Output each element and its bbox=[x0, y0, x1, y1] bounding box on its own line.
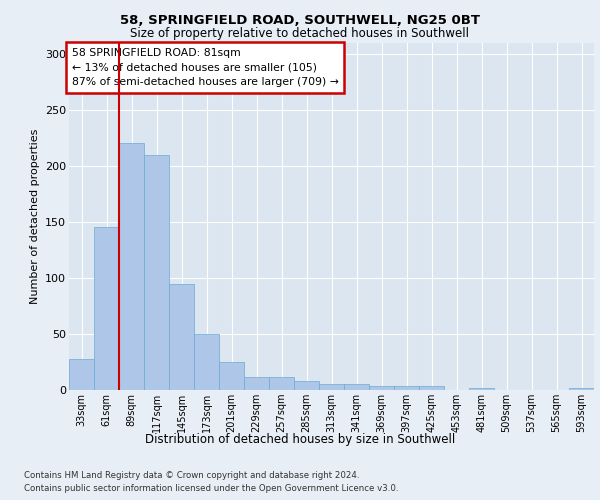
Bar bbox=[194, 334, 219, 390]
Text: Contains HM Land Registry data © Crown copyright and database right 2024.: Contains HM Land Registry data © Crown c… bbox=[24, 471, 359, 480]
Bar bbox=[269, 376, 294, 390]
Bar bbox=[219, 362, 244, 390]
Text: 58 SPRINGFIELD ROAD: 81sqm
← 13% of detached houses are smaller (105)
87% of sem: 58 SPRINGFIELD ROAD: 81sqm ← 13% of deta… bbox=[71, 48, 338, 88]
Bar bbox=[394, 386, 419, 390]
Bar bbox=[469, 388, 494, 390]
Bar bbox=[369, 386, 394, 390]
Bar bbox=[569, 388, 594, 390]
Bar bbox=[419, 386, 444, 390]
Bar bbox=[319, 384, 344, 390]
Bar bbox=[144, 154, 169, 390]
Bar bbox=[344, 384, 369, 390]
Text: Distribution of detached houses by size in Southwell: Distribution of detached houses by size … bbox=[145, 432, 455, 446]
Bar bbox=[294, 381, 319, 390]
Bar bbox=[244, 376, 269, 390]
Text: Contains public sector information licensed under the Open Government Licence v3: Contains public sector information licen… bbox=[24, 484, 398, 493]
Text: 58, SPRINGFIELD ROAD, SOUTHWELL, NG25 0BT: 58, SPRINGFIELD ROAD, SOUTHWELL, NG25 0B… bbox=[120, 14, 480, 27]
Bar bbox=[94, 228, 119, 390]
Bar bbox=[69, 358, 94, 390]
Text: Size of property relative to detached houses in Southwell: Size of property relative to detached ho… bbox=[131, 28, 470, 40]
Bar bbox=[169, 284, 194, 390]
Y-axis label: Number of detached properties: Number of detached properties bbox=[29, 128, 40, 304]
Bar bbox=[119, 144, 144, 390]
